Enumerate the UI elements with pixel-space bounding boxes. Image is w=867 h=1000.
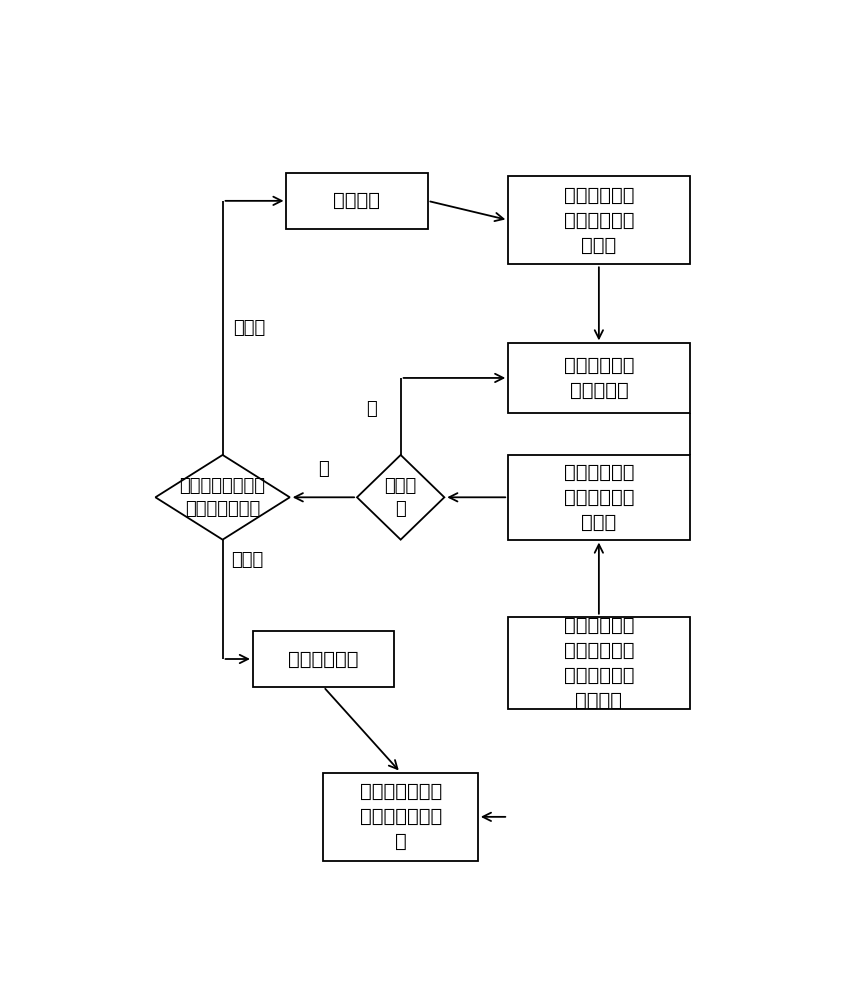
Text: 光传感器持续
侦测环境光: 光传感器持续 侦测环境光: [564, 356, 634, 400]
Bar: [286, 173, 427, 229]
Text: 霍尔传感器侦
测到磁场时装
置开启: 霍尔传感器侦 测到磁场时装 置开启: [564, 186, 634, 255]
Text: 有变化: 有变化: [232, 319, 265, 337]
Polygon shape: [357, 455, 445, 540]
Text: 控制单元控制蜂
鸣器、闪烁灯报
警: 控制单元控制蜂 鸣器、闪烁灯报 警: [360, 782, 442, 851]
Text: 环境光从暗到
亮变换量超过
预设值: 环境光从暗到 亮变换量超过 预设值: [564, 463, 634, 532]
Text: 超过设定时间: 超过设定时间: [288, 650, 359, 668]
Bar: [253, 631, 394, 687]
Bar: [508, 455, 689, 540]
Bar: [508, 343, 689, 413]
Polygon shape: [155, 455, 290, 540]
Bar: [508, 617, 689, 709]
Text: 无变化: 无变化: [231, 551, 263, 569]
Text: 停止侦测: 停止侦测: [334, 191, 381, 210]
Text: 开关打
开: 开关打 开: [385, 477, 417, 518]
Bar: [323, 773, 478, 861]
Text: 设定时间内，
环境光强度由
暗到亮、由亮
到暗变化: 设定时间内， 环境光强度由 暗到亮、由亮 到暗变化: [564, 616, 634, 710]
Text: 否: 否: [367, 400, 377, 418]
Text: 霍尔传感器侦测磁
场强度有无变化: 霍尔传感器侦测磁 场强度有无变化: [179, 477, 265, 518]
Bar: [508, 176, 689, 264]
Text: 是: 是: [318, 460, 329, 478]
